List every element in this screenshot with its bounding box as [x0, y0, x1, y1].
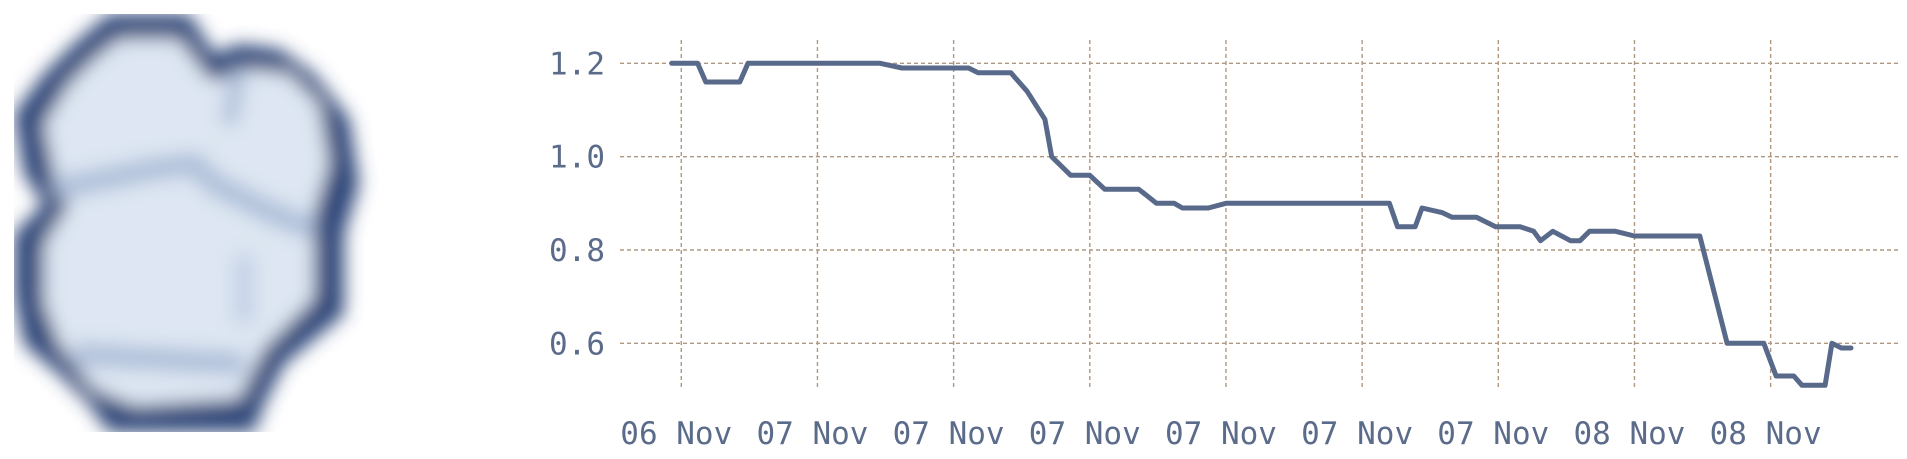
x-tick-label: 08 Nov — [1710, 416, 1822, 452]
x-tick-label: 07 Nov — [1437, 416, 1549, 452]
x-axis-ticks: 06 Nov 07 Nov 07 Nov 07 Nov 07 Nov 07 Nov 07 N… — [620, 416, 1821, 452]
x-tick-label: 07 Nov — [1029, 416, 1141, 452]
cloud-icon — [14, 14, 432, 432]
series-line — [669, 60, 1854, 388]
cloud-icon-graphic — [14, 14, 432, 432]
y-tick-label: 0.6 — [549, 326, 605, 362]
x-tick-label: 06 Nov — [620, 416, 732, 452]
y-tick-label: 1.2 — [549, 46, 605, 82]
chart-grid — [620, 40, 1900, 390]
y-axis-ticks: 0.6 0.8 1.0 1.2 — [549, 46, 605, 362]
y-tick-label: 0.8 — [549, 233, 605, 269]
x-tick-label: 08 Nov — [1573, 416, 1685, 452]
x-tick-label: 07 Nov — [1301, 416, 1413, 452]
x-tick-label: 07 Nov — [756, 416, 868, 452]
y-tick-label: 1.0 — [549, 140, 605, 176]
chart-series — [669, 60, 1854, 388]
x-tick-label: 07 Nov — [1165, 416, 1277, 452]
x-tick-label: 07 Nov — [893, 416, 1005, 452]
